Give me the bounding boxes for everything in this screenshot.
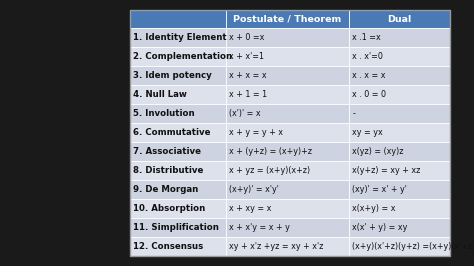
Bar	[130, 28, 226, 47]
Text: (x')' = x: (x')' = x	[229, 109, 261, 118]
Text: x + y = y + x: x + y = y + x	[229, 128, 283, 137]
Bar	[226, 161, 349, 180]
Text: x + x'=1: x + x'=1	[229, 52, 264, 61]
Bar	[349, 47, 450, 66]
Text: x . x = x: x . x = x	[352, 71, 386, 80]
Bar	[130, 199, 226, 218]
Bar	[349, 10, 450, 28]
Bar	[130, 161, 226, 180]
Bar	[349, 104, 450, 123]
Text: 5. Involution: 5. Involution	[133, 109, 195, 118]
Bar	[130, 123, 226, 142]
Bar	[226, 180, 349, 199]
Text: x .1 =x: x .1 =x	[352, 34, 381, 43]
Text: 3. Idem potency: 3. Idem potency	[133, 71, 212, 80]
Bar	[349, 123, 450, 142]
Text: (x+y)(x'+z)(y+z) =(x+y)(x'+z): (x+y)(x'+z)(y+z) =(x+y)(x'+z)	[352, 242, 474, 251]
Text: x + (y+z) = (x+y)+z: x + (y+z) = (x+y)+z	[229, 147, 312, 156]
Text: xy + x'z +yz = xy + x'z: xy + x'z +yz = xy + x'z	[229, 242, 323, 251]
Text: x(x' + y) = xy: x(x' + y) = xy	[352, 223, 408, 232]
Bar	[349, 237, 450, 256]
Bar	[130, 85, 226, 104]
Bar	[226, 218, 349, 237]
Bar	[130, 66, 226, 85]
Bar	[349, 199, 450, 218]
Bar	[130, 104, 226, 123]
Bar	[349, 28, 450, 47]
Text: 2. Complementation: 2. Complementation	[133, 52, 232, 61]
Text: 12. Consensus: 12. Consensus	[133, 242, 203, 251]
Text: 9. De Morgan: 9. De Morgan	[133, 185, 198, 194]
Bar	[226, 28, 349, 47]
Bar	[349, 218, 450, 237]
Bar	[226, 66, 349, 85]
Text: 10. Absorption: 10. Absorption	[133, 204, 205, 213]
Bar	[226, 199, 349, 218]
Text: 11. Simplification: 11. Simplification	[133, 223, 219, 232]
Text: x + xy = x: x + xy = x	[229, 204, 272, 213]
Text: x + yz = (x+y)(x+z): x + yz = (x+y)(x+z)	[229, 166, 310, 175]
Text: x . x'=0: x . x'=0	[352, 52, 383, 61]
Bar	[349, 66, 450, 85]
Bar	[226, 47, 349, 66]
Bar	[130, 218, 226, 237]
Text: x . 0 = 0: x . 0 = 0	[352, 90, 386, 99]
Bar	[349, 161, 450, 180]
Bar	[130, 180, 226, 199]
Text: x + 1 = 1: x + 1 = 1	[229, 90, 267, 99]
Text: x(yz) = (xy)z: x(yz) = (xy)z	[352, 147, 404, 156]
Text: Dual: Dual	[387, 15, 412, 24]
Bar	[226, 104, 349, 123]
Text: Postulate / Theorem: Postulate / Theorem	[234, 15, 342, 24]
Bar	[349, 142, 450, 161]
Text: x(y+z) = xy + xz: x(y+z) = xy + xz	[352, 166, 420, 175]
Text: x + 0 =x: x + 0 =x	[229, 34, 264, 43]
Bar	[226, 85, 349, 104]
Bar	[130, 10, 226, 28]
Text: x + x = x: x + x = x	[229, 71, 266, 80]
Bar	[130, 237, 226, 256]
Bar	[226, 142, 349, 161]
Bar	[130, 47, 226, 66]
Bar	[226, 237, 349, 256]
Bar	[226, 123, 349, 142]
Text: xy = yx: xy = yx	[352, 128, 383, 137]
Text: 4. Null Law: 4. Null Law	[133, 90, 187, 99]
Bar	[226, 10, 349, 28]
Bar	[349, 85, 450, 104]
Text: x + x'y = x + y: x + x'y = x + y	[229, 223, 290, 232]
Text: (xy)' = x' + y': (xy)' = x' + y'	[352, 185, 407, 194]
Text: (x+y)' = x'y': (x+y)' = x'y'	[229, 185, 279, 194]
Bar	[349, 180, 450, 199]
Text: 1. Identity Element: 1. Identity Element	[133, 34, 227, 43]
Text: 7. Associative: 7. Associative	[133, 147, 201, 156]
Text: 6. Commutative: 6. Commutative	[133, 128, 210, 137]
Bar	[130, 10, 450, 256]
Text: 8. Distributive: 8. Distributive	[133, 166, 203, 175]
Text: -: -	[352, 109, 355, 118]
Bar	[130, 142, 226, 161]
Text: x(x+y) = x: x(x+y) = x	[352, 204, 396, 213]
